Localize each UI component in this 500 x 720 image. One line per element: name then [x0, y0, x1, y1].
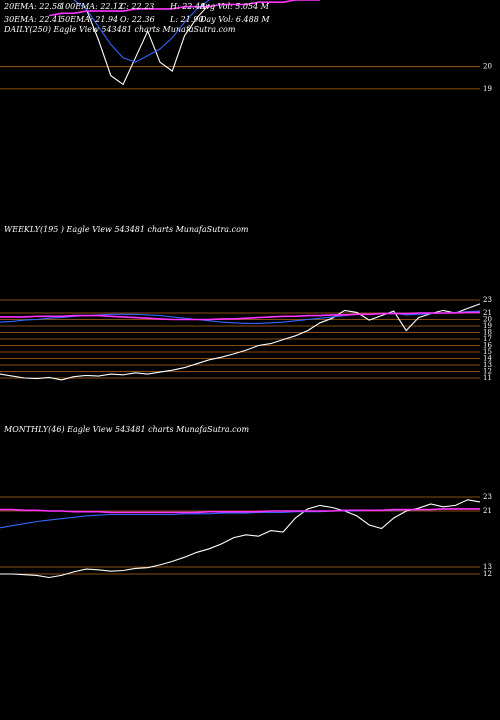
- y-tick-label: 16: [483, 342, 492, 350]
- y-tick-label: 23: [483, 296, 492, 304]
- indicator-label: 50EMA: 21.94: [60, 15, 118, 24]
- y-tick-label: 20: [483, 63, 492, 71]
- y-tick-label: 21: [483, 309, 492, 317]
- indicator-label: C: 22.23: [120, 2, 154, 11]
- panel-title: MONTHLY(46) Eagle View 543481 charts Mun…: [3, 425, 249, 434]
- price-line: [0, 499, 481, 579]
- price-line: [0, 303, 481, 381]
- y-tick-label: 19: [483, 85, 492, 93]
- y-tick-label: 19: [483, 322, 492, 330]
- indicator-label: H: 22.48: [169, 2, 205, 11]
- indicator-label: O: 22.36: [120, 15, 155, 24]
- y-tick-label: 12: [483, 570, 492, 578]
- y-tick-label: 20: [483, 316, 492, 324]
- price-line: [49, 0, 320, 17]
- indicator-label: L: 21.90: [169, 15, 203, 24]
- y-tick-label: 15: [483, 348, 492, 356]
- indicator-label: Day Vol: 6.488 M: [199, 15, 270, 24]
- indicator-label: 30EMA: 22.41: [4, 15, 62, 24]
- price-line: [0, 311, 480, 321]
- panel-title: DAILY(250) Eagle View 543481 charts Muna…: [3, 25, 236, 34]
- y-tick-label: 21: [483, 507, 492, 515]
- y-tick-label: 11: [483, 374, 492, 382]
- indicator-label: 20EMA: 22.58: [3, 2, 62, 11]
- y-tick-label: 12: [483, 368, 492, 376]
- price-line: [0, 508, 480, 514]
- y-tick-label: 18: [483, 329, 492, 337]
- y-tick-label: 13: [483, 361, 492, 369]
- y-tick-label: 13: [483, 563, 492, 571]
- panel-title: WEEKLY(195 ) Eagle View 543481 charts Mu…: [4, 225, 249, 234]
- y-tick-label: 23: [483, 493, 492, 501]
- y-tick-label: 17: [483, 335, 492, 343]
- price-line: [85, 4, 210, 86]
- indicator-label: 100EMA: 22.12: [60, 2, 123, 11]
- indicator-label: Avg Vol: 5.054 M: [199, 2, 270, 11]
- price-line: [73, 0, 210, 63]
- y-tick-label: 14: [483, 355, 492, 363]
